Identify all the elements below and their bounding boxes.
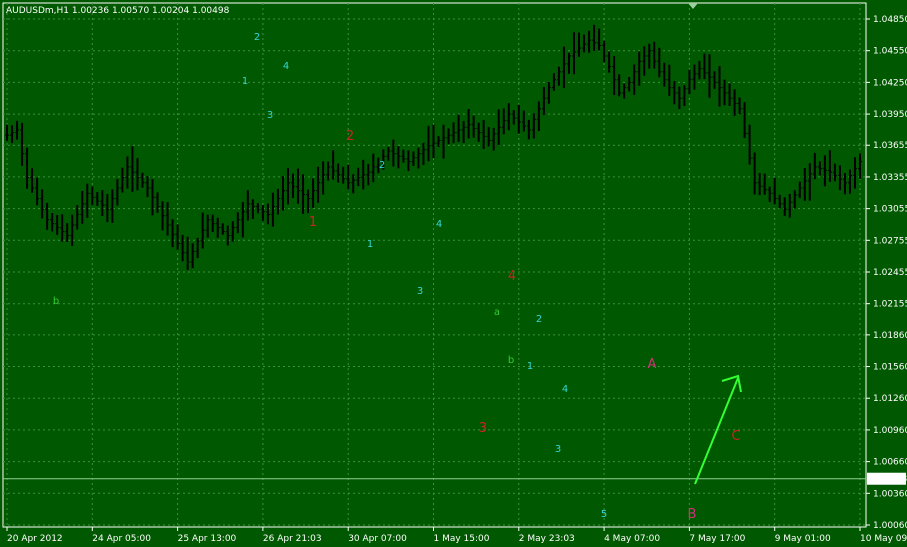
y-tick-label: 1.00060 [873, 521, 907, 531]
y-tick-label: 1.02755 [873, 236, 907, 246]
wave-label-b-green-small: b [508, 355, 514, 366]
x-tick-label: 9 May 01:00 [775, 534, 831, 544]
y-tick-label: 1.01260 [873, 394, 907, 404]
wave-labels: b 1 2 3 4 1 2 1 2 3 4 3 4 a b 1 2 3 4 5 A B C [53, 32, 741, 522]
wave-label-4-cyan-b: 4 [436, 219, 442, 230]
wave-label-b-green: b [53, 296, 59, 307]
wave-label-C-red: C [731, 429, 740, 444]
wave-label-3-cyan-c: 3 [555, 444, 561, 455]
wave-label-4-cyan: 4 [283, 61, 289, 72]
current-price-label: 1.00498 [870, 475, 907, 485]
x-tick-label: 24 Apr 05:00 [92, 534, 151, 544]
wave-label-a-green: a [494, 307, 500, 318]
wave-label-4-red: 4 [508, 269, 516, 284]
y-tick-label: 1.01860 [873, 331, 907, 341]
candlestick-series [5, 24, 862, 270]
x-tick-label: 10 May 09:00 [860, 534, 907, 544]
wave-label-2-cyan-b: 2 [379, 160, 385, 171]
y-tick-label: 1.04550 [873, 47, 907, 57]
y-tick-label: 1.00660 [873, 458, 907, 468]
y-tick-label: 1.00960 [873, 426, 907, 436]
y-tick-label: 1.04850 [873, 15, 907, 25]
x-tick-label: 20 Apr 2012 [7, 534, 63, 544]
x-tick-label: 2 May 23:03 [519, 534, 575, 544]
y-tick-label: 1.03655 [873, 141, 907, 151]
y-tick-label: 1.02155 [873, 300, 907, 310]
wave-label-2-red: 2 [346, 129, 354, 144]
x-tick-label: 30 Apr 07:00 [348, 534, 407, 544]
y-tick-label: 1.00360 [873, 489, 907, 499]
wave-label-1-red: 1 [309, 215, 317, 230]
y-tick-label: 1.04250 [873, 78, 907, 88]
y-tick-label: 1.03055 [873, 205, 907, 215]
x-tick-label: 25 Apr 13:00 [178, 534, 237, 544]
x-tick-label: 1 May 15:00 [434, 534, 490, 544]
axes: 1.04850 1.04550 1.04250 1.03950 1.03655 1.033… [6, 15, 907, 544]
grid [2, 2, 867, 528]
y-tick-label: 1.01560 [873, 363, 907, 373]
wave-label-4-cyan-c: 4 [562, 384, 568, 395]
x-tick-label: 7 May 17:00 [689, 534, 745, 544]
x-tick-label: 4 May 07:00 [604, 534, 660, 544]
wave-label-5-cyan: 5 [601, 509, 607, 520]
current-price-box [867, 472, 906, 485]
plot-frame [2, 2, 867, 528]
wave-label-3-red: 3 [479, 421, 487, 436]
x-tick-label: 26 Apr 21:03 [263, 534, 322, 544]
wave-label-B-pink: B [688, 507, 697, 522]
wave-label-3-cyan-b: 3 [417, 286, 423, 297]
forecast-arrow-shaft [694, 377, 739, 485]
wave-label-2-cyan: 2 [254, 32, 260, 43]
y-tick-label: 1.03355 [873, 173, 907, 183]
forecast-arrow-head [721, 374, 742, 393]
wave-label-1-cyan: 1 [242, 76, 248, 87]
y-tick-label: 1.03950 [873, 110, 907, 120]
forecast-arrow [688, 3, 742, 485]
wave-label-3-cyan: 3 [267, 110, 273, 121]
wave-label-1-cyan-c: 1 [527, 361, 533, 372]
wave-label-A-pink: A [648, 357, 657, 372]
wave-label-2-cyan-c: 2 [536, 314, 542, 325]
chart-shift-marker [688, 3, 698, 9]
chart-title: AUDUSDm,H1 1.00236 1.00570 1.00204 1.004… [6, 6, 230, 16]
y-tick-label: 1.02455 [873, 268, 907, 278]
wave-label-1-cyan-b: 1 [367, 239, 373, 250]
